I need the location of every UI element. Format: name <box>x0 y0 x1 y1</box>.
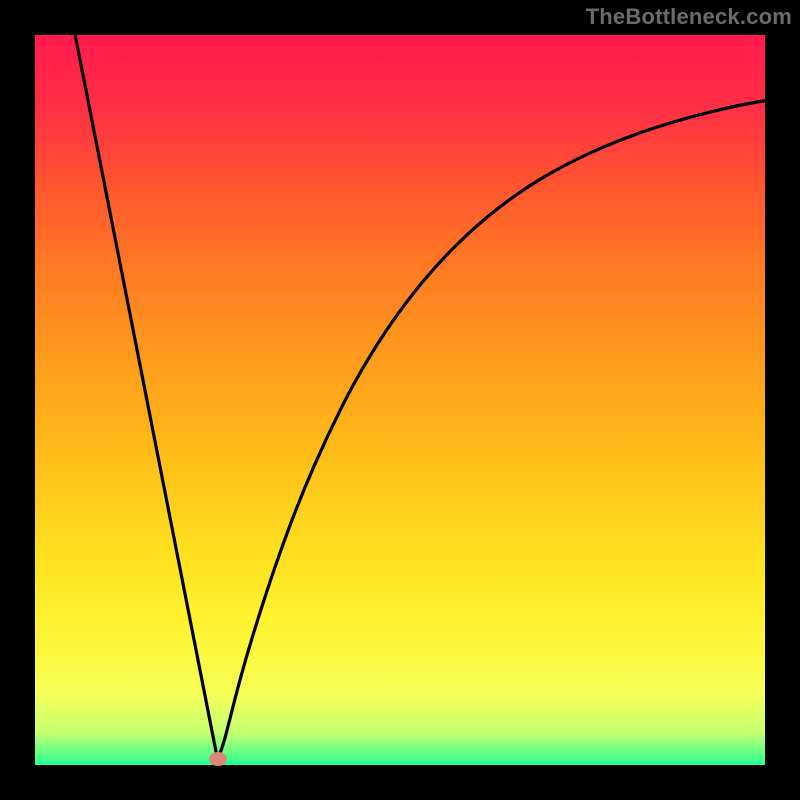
optimal-point-marker <box>209 752 227 766</box>
plot-area <box>35 35 765 765</box>
chart-frame: TheBottleneck.com <box>0 0 800 800</box>
watermark-text: TheBottleneck.com <box>586 4 792 30</box>
bottleneck-curve <box>35 35 765 765</box>
